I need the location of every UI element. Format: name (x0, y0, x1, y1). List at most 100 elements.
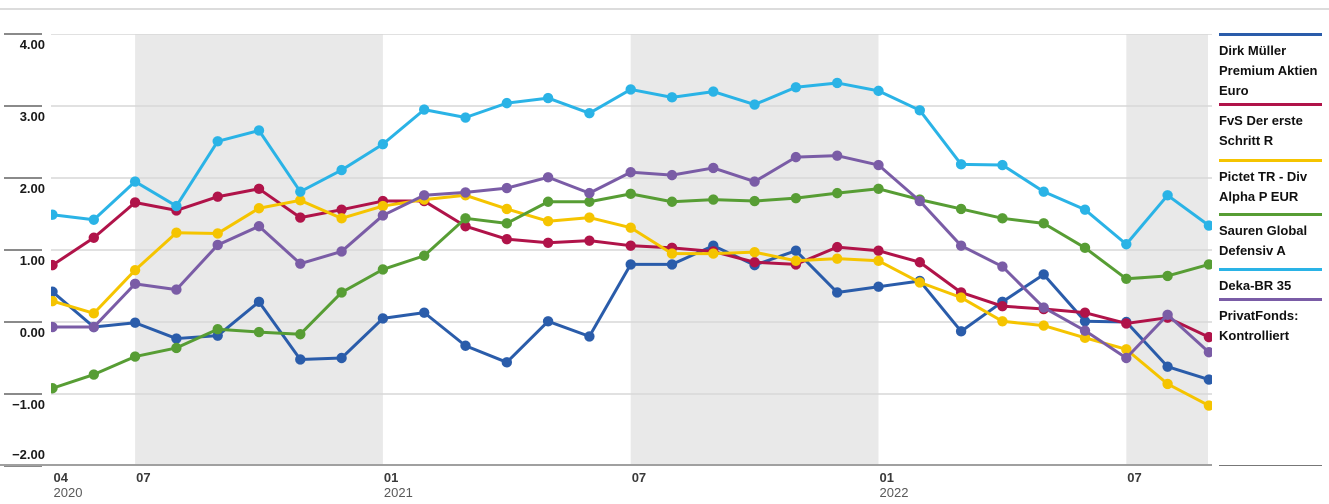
data-point (997, 316, 1008, 327)
y-tick-mark (4, 33, 42, 35)
data-point (295, 195, 306, 206)
legend-color-swatch (1219, 159, 1322, 162)
data-point (460, 112, 471, 123)
data-point (1079, 242, 1091, 254)
data-point (253, 183, 265, 194)
data-point (51, 259, 58, 271)
data-point (832, 241, 843, 253)
x-tick-label: 07 (1127, 470, 1141, 485)
legend-item: FvS Der erste Schritt R (1219, 103, 1322, 151)
data-point (625, 188, 636, 200)
legend-label: Euro (1219, 83, 1249, 98)
legend-label: Sauren Global (1219, 223, 1308, 238)
data-point (88, 369, 100, 380)
data-point (1162, 190, 1173, 201)
x-tick-month: 04 (53, 470, 68, 485)
data-point (212, 136, 223, 147)
data-point (336, 287, 347, 298)
data-point (542, 216, 554, 227)
y-tick-label: 0.00 (19, 325, 45, 340)
legend-item: PrivatFonds: Kontrolliert (1219, 298, 1322, 346)
data-point (212, 228, 223, 239)
y-tick-label: −2.00 (12, 447, 45, 462)
data-point (336, 213, 347, 224)
data-point (336, 204, 347, 215)
data-point (212, 191, 223, 202)
data-point (129, 176, 141, 187)
legend-bottom-rule (1219, 465, 1322, 466)
data-point (129, 264, 141, 276)
data-point (1203, 331, 1212, 343)
legend-label: Alpha P EUR (1219, 189, 1299, 204)
data-point (377, 210, 389, 221)
data-point (749, 99, 760, 110)
data-point (501, 218, 512, 229)
x-tick-month: 07 (136, 470, 151, 485)
data-point (914, 105, 925, 116)
data-point (873, 245, 884, 256)
data-point (749, 246, 760, 258)
data-point (666, 196, 678, 207)
data-point (1121, 273, 1132, 284)
data-point (997, 213, 1008, 224)
data-point (88, 308, 100, 319)
data-point (460, 340, 471, 351)
data-point (88, 232, 100, 243)
data-point (460, 187, 471, 198)
data-point (1203, 400, 1212, 411)
data-point (625, 240, 636, 251)
x-tick-label: 01 2021 (384, 470, 413, 500)
data-point (873, 85, 884, 97)
data-point (666, 248, 678, 259)
data-point (1038, 218, 1049, 229)
data-point (955, 326, 967, 337)
x-tick-label: 01 2022 (880, 470, 909, 500)
data-point (1203, 347, 1212, 358)
data-point (501, 182, 512, 194)
data-point (1079, 332, 1091, 344)
data-point (873, 255, 884, 266)
data-point (873, 183, 884, 194)
legend-item: Deka-BR 35 (1219, 268, 1322, 296)
data-point (625, 84, 636, 95)
data-point (171, 342, 182, 354)
data-point (873, 159, 884, 171)
data-point (501, 357, 512, 368)
data-point (584, 108, 595, 119)
data-point (460, 213, 471, 224)
data-point (51, 321, 58, 333)
legend-label: PrivatFonds: (1219, 308, 1299, 323)
data-point (171, 227, 182, 238)
x-tick-year: 2022 (879, 485, 909, 500)
data-point (625, 259, 636, 270)
plot-area (51, 34, 1212, 466)
y-tick-label: 1.00 (19, 253, 45, 268)
legend-label: Deka-BR 35 (1219, 278, 1292, 293)
data-point (832, 253, 843, 264)
legend-label: Pictet TR - Div (1219, 169, 1308, 184)
x-axis-line (0, 464, 1212, 466)
x-tick-month: 07 (631, 470, 647, 485)
data-point (749, 176, 760, 187)
x-tick-month: 01 (879, 470, 894, 485)
data-point (377, 264, 389, 275)
legend-color-swatch (1219, 298, 1322, 301)
data-point (501, 234, 512, 245)
data-point (584, 331, 595, 342)
data-point (832, 187, 843, 199)
legend-item: Dirk Müller Premium Aktien Euro (1219, 33, 1322, 101)
x-tick-label: 07 (632, 470, 646, 485)
data-point (584, 212, 595, 223)
data-point (253, 203, 265, 214)
data-point (790, 82, 802, 93)
data-point (1162, 361, 1173, 372)
data-point (749, 195, 760, 207)
data-point (419, 190, 430, 201)
data-point (584, 196, 595, 207)
data-point (1038, 269, 1049, 280)
data-point (51, 295, 58, 307)
data-point (708, 194, 719, 205)
legend-label: Premium Aktien (1219, 63, 1318, 78)
top-divider-line (0, 8, 1329, 10)
